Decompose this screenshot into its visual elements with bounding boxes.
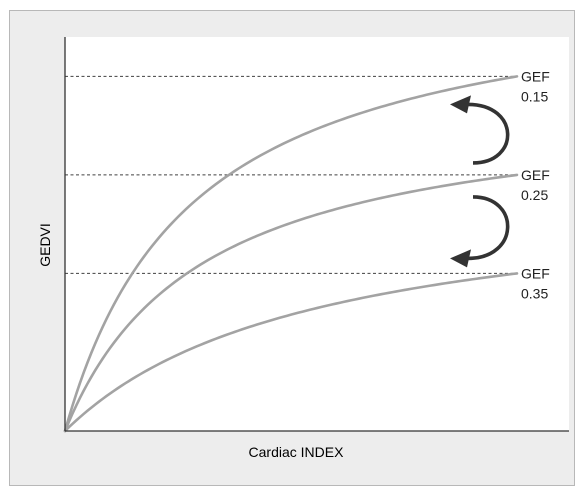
curve-labels: GEF 0.15 GEF 0.25 GEF 0.35	[521, 68, 550, 301]
curve-label-name-2: GEF	[521, 167, 550, 183]
arrows	[450, 95, 510, 268]
x-axis-label: Cardiac INDEX	[249, 444, 345, 460]
arrow-down-head	[450, 249, 471, 268]
curve-gef-025	[63, 173, 519, 433]
curves	[63, 75, 519, 433]
arrow-down-shaft	[467, 195, 510, 261]
arrow-up-shaft	[467, 102, 510, 165]
plot-area	[65, 37, 569, 431]
arrow-up-head	[450, 95, 471, 114]
curve-gef-015	[63, 75, 519, 433]
axes	[64, 37, 569, 432]
curve-label-name-3: GEF	[521, 265, 550, 281]
curve-label-value-2: 0.25	[521, 187, 548, 203]
reference-lines	[65, 75, 517, 274]
curve-label-value-3: 0.35	[521, 285, 548, 301]
y-axis-label: GEDVI	[37, 223, 53, 267]
curve-label-value-1: 0.15	[521, 88, 548, 104]
curve-gef-035	[63, 272, 519, 433]
curve-label-name-1: GEF	[521, 68, 550, 84]
